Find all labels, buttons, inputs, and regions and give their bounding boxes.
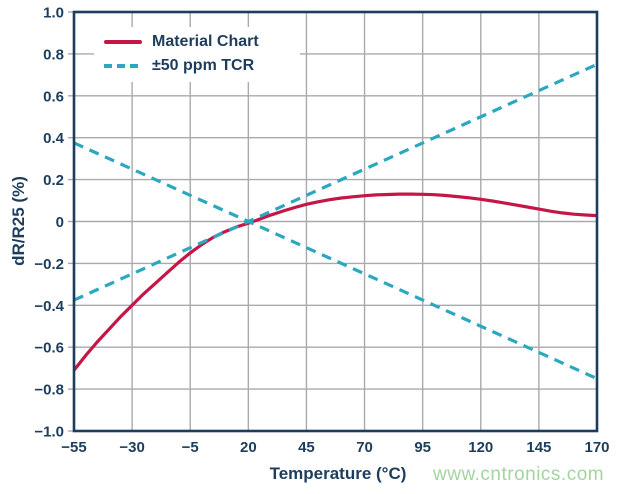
plot-frame xyxy=(72,10,599,433)
legend-label: ±50 ppm TCR xyxy=(152,57,255,74)
x-tick-label: 170 xyxy=(584,439,609,456)
legend: Material Chart ±50 ppm TCR xyxy=(94,27,300,82)
material-chart-line-swatch xyxy=(104,40,142,44)
legend-item-tcr: ±50 ppm TCR xyxy=(104,56,292,76)
y-tick-label: 0.6 xyxy=(43,88,64,105)
watermark: www.cntronics.com xyxy=(433,464,605,485)
x-tick-label: −30 xyxy=(119,439,144,456)
x-tick-label: 95 xyxy=(414,439,431,456)
x-tick-label: 70 xyxy=(356,439,373,456)
x-tick-label: 120 xyxy=(468,439,493,456)
x-tick-label: 20 xyxy=(240,439,257,456)
y-tick-label: −1.0 xyxy=(34,424,64,441)
y-tick-label: −0.2 xyxy=(34,256,64,273)
y-tick-label: −0.4 xyxy=(34,298,64,315)
x-axis-title: Temperature (°C) xyxy=(269,464,407,483)
x-tick-label: 45 xyxy=(298,439,315,456)
y-axis-title: dR/R25 (%) xyxy=(9,176,28,266)
y-tick-label: 0.8 xyxy=(43,46,64,63)
x-tick-label: −55 xyxy=(61,439,86,456)
legend-label: Material Chart xyxy=(152,33,259,50)
y-tick-label: −0.8 xyxy=(34,382,64,399)
x-tick-label: 145 xyxy=(526,439,551,456)
y-tick-label: 0.2 xyxy=(43,172,64,189)
series-tcr-plus xyxy=(74,62,597,302)
y-tick-label: 0.4 xyxy=(43,130,65,147)
series-tcr-minus xyxy=(74,141,597,381)
tcr-dashed-line-swatch xyxy=(104,64,142,68)
legend-item-material-chart: Material Chart xyxy=(104,32,292,52)
y-tick-label: 1.0 xyxy=(43,5,64,22)
y-tick-label: 0 xyxy=(56,214,64,231)
x-tick-label: −5 xyxy=(182,439,199,456)
series-material-chart xyxy=(74,192,597,372)
y-tick-label: −0.6 xyxy=(34,340,64,357)
